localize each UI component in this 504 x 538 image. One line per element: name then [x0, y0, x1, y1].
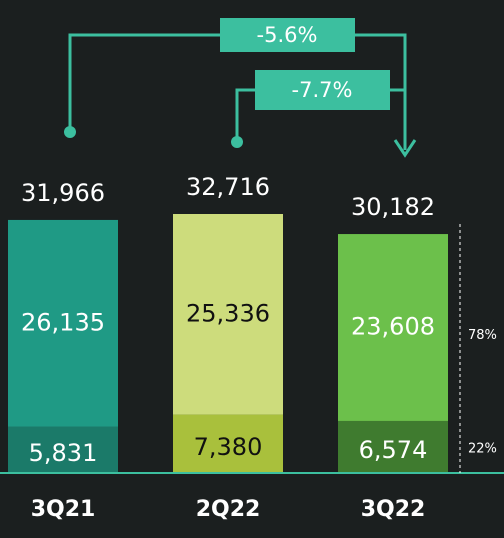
total-label: 31,966 — [21, 179, 105, 207]
x-tick-label: 2Q22 — [196, 497, 261, 522]
bar-segment — [173, 214, 283, 415]
share-label: 78% — [468, 328, 497, 343]
share-label: 22% — [468, 441, 497, 456]
bar-segment — [173, 414, 283, 473]
segment-label: 25,336 — [186, 299, 270, 327]
bar-segment — [8, 426, 118, 473]
connector — [235, 88, 405, 140]
x-tick-label: 3Q21 — [31, 497, 96, 522]
x-tick-label: 3Q22 — [361, 497, 426, 522]
segment-label: 7,380 — [194, 433, 263, 461]
total-label: 32,716 — [186, 173, 270, 201]
connector-dot — [231, 136, 243, 148]
change-label: -5.6% — [257, 23, 318, 47]
bar-segment — [338, 234, 448, 421]
change-box — [220, 18, 355, 52]
total-label: 30,182 — [351, 193, 435, 221]
bar-segment — [338, 420, 448, 473]
connector — [68, 33, 407, 150]
change-box — [255, 70, 390, 110]
bar-segment — [8, 219, 118, 427]
connector-dot — [64, 126, 76, 138]
arrow-head — [393, 139, 417, 158]
segment-label: 6,574 — [359, 436, 428, 464]
segment-label: 23,608 — [351, 313, 435, 341]
segment-label: 26,135 — [21, 308, 105, 336]
change-label: -7.7% — [292, 78, 353, 102]
segment-label: 5,831 — [29, 439, 98, 467]
